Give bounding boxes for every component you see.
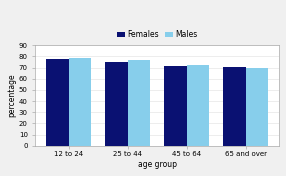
Bar (128, 60, 150, 146)
X-axis label: age group: age group (138, 160, 177, 169)
Bar (164, 66, 187, 146)
Bar (187, 65, 209, 146)
Bar (246, 68, 268, 146)
Bar (223, 67, 246, 146)
Legend: Females, Males: Females, Males (114, 27, 200, 42)
Bar (46, 59, 69, 146)
Bar (105, 62, 128, 146)
Bar (69, 58, 91, 146)
Y-axis label: percentage: percentage (7, 74, 16, 117)
